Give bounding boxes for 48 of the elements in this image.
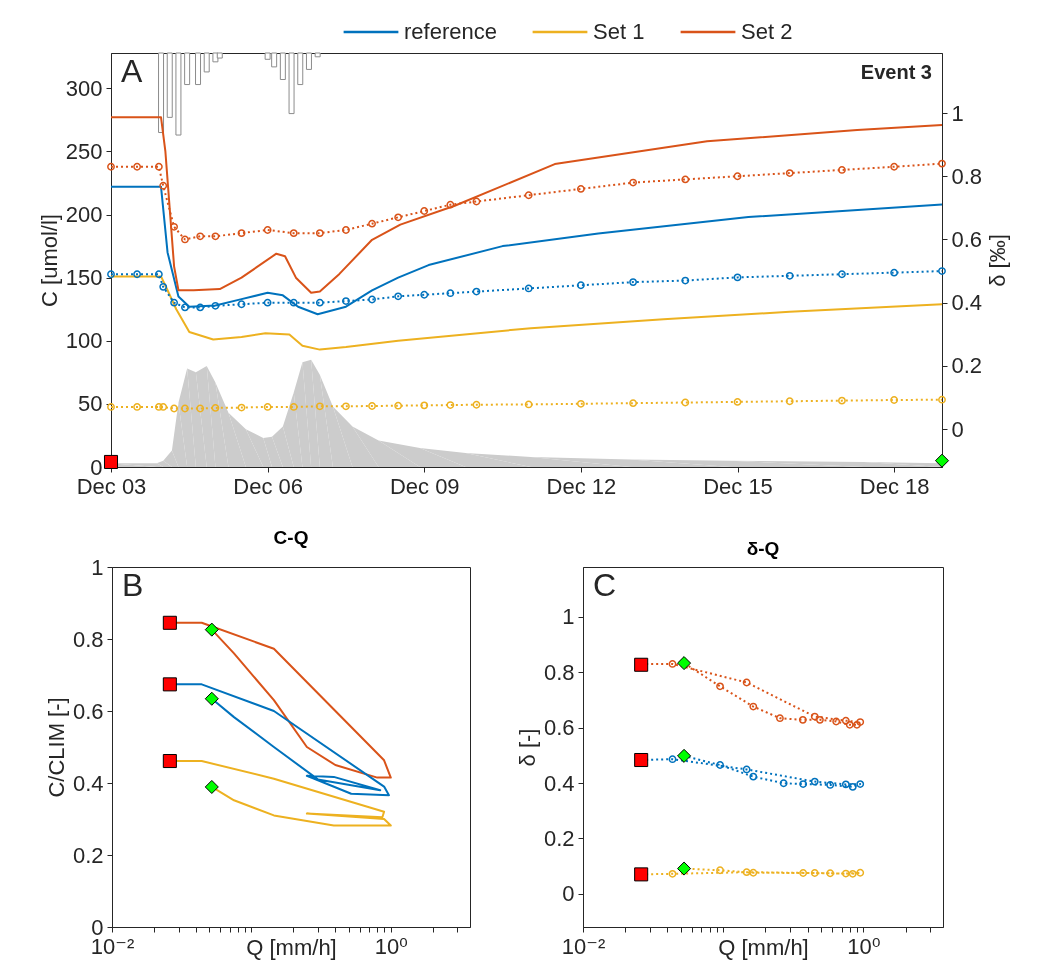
x-tick-label: Dec 09: [389, 473, 460, 499]
legend-label: reference: [404, 19, 497, 44]
annotation: C: [593, 567, 617, 603]
y2-tick-label: 0.6: [951, 226, 983, 252]
y-tick-label: 0.4: [72, 770, 104, 796]
y-tick-label: 0.4: [543, 770, 575, 796]
y-tick-label: 0.8: [72, 626, 104, 652]
x-axis-title: Q [mm/h]: [246, 934, 337, 960]
x-axis-title: Q [mm/h]: [718, 934, 809, 960]
y-tick-label: 100: [65, 328, 103, 354]
legend-label: Set 1: [593, 19, 645, 44]
y-tick-label: 150: [65, 265, 103, 291]
y-axis-title: C [umol/l]: [36, 214, 62, 307]
x-tick-label: Dec 18: [859, 473, 930, 499]
x-tick-label: 10⁰: [374, 933, 409, 959]
y2-tick-label: 0.4: [951, 290, 983, 316]
y-tick-label: 200: [65, 202, 103, 228]
chart-title: C-Q: [273, 527, 309, 548]
y-tick-label: 1: [91, 554, 104, 580]
y-tick-label: 0: [90, 454, 103, 480]
y2-tick-label: 1: [951, 100, 964, 126]
x-tick-label: 10⁰: [847, 933, 881, 959]
y2-axis-title: δ [‰]: [985, 234, 1011, 287]
y-tick-label: 1: [562, 604, 575, 630]
x-tick-label: 10⁻²: [561, 933, 606, 959]
y-tick-label: 0.6: [72, 698, 104, 724]
y-tick-label: 0.8: [543, 659, 575, 685]
chart-title: δ-Q: [746, 538, 780, 559]
y2-tick-label: 0.8: [951, 163, 983, 189]
x-tick-label: Dec 12: [546, 473, 617, 499]
x-tick-label: Dec 15: [703, 473, 773, 499]
legend-label: Set 2: [741, 19, 793, 44]
y-tick-label: 0.6: [543, 715, 575, 741]
y-tick-label: 300: [65, 75, 103, 101]
y-tick-label: 250: [65, 138, 103, 164]
y-axis-title: δ [-]: [514, 728, 540, 767]
y2-tick-label: 0.2: [951, 353, 983, 379]
y-axis-title: C/CLIM [-]: [43, 697, 69, 798]
y-tick-label: 50: [78, 391, 103, 417]
y-tick-label: 0: [562, 881, 575, 907]
y2-tick-label: 0: [951, 416, 964, 442]
y-tick-label: 0.2: [543, 825, 575, 851]
y-tick-label: 0: [91, 914, 104, 940]
annotation: Event 3: [860, 61, 932, 83]
annotation: A: [121, 53, 143, 89]
annotation: B: [122, 567, 144, 603]
y-tick-label: 0.2: [72, 842, 104, 868]
x-tick-label: Dec 06: [233, 473, 303, 499]
